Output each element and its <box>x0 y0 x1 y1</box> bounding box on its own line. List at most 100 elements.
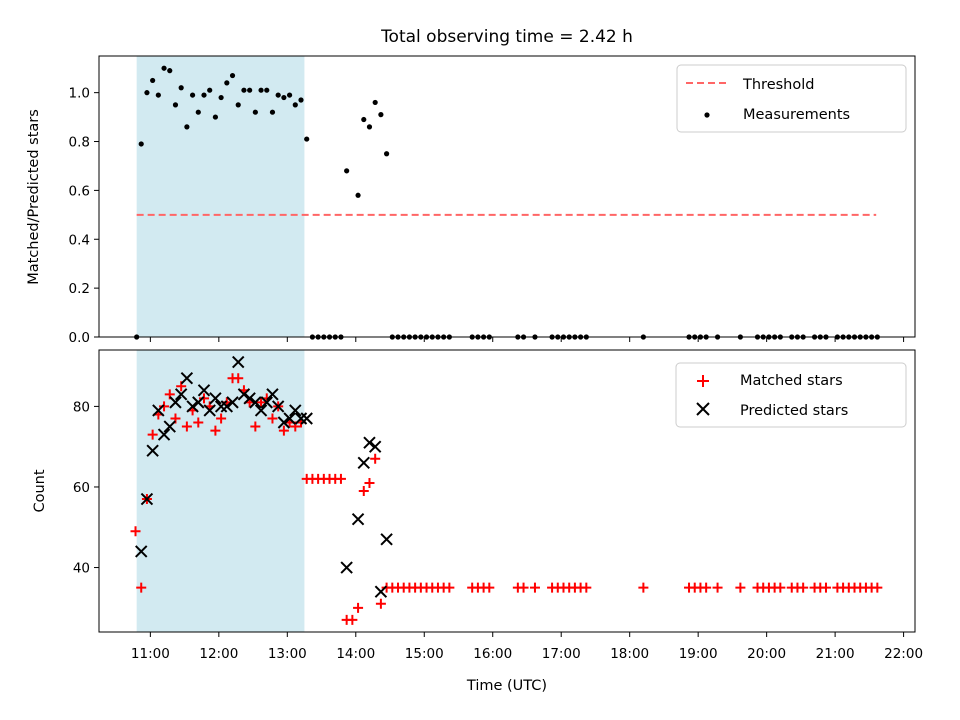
measurement-point <box>144 90 150 96</box>
measurement-point <box>292 102 298 108</box>
predicted-star-point <box>249 396 262 409</box>
matched-star-point <box>820 582 831 593</box>
bottom-legend-box <box>675 362 907 428</box>
predicted-legend-label: Predicted stars <box>740 403 848 419</box>
top-y-tick-label: 0.2 <box>69 281 90 297</box>
measurement-point <box>304 136 310 142</box>
x-tick-label: 17:00 <box>542 646 581 662</box>
measurement-point <box>344 168 350 174</box>
matched-star-point <box>638 582 649 593</box>
measurement-point <box>218 94 224 101</box>
predicted-star-point <box>294 412 308 425</box>
matched-star-point <box>250 421 261 432</box>
predicted-star-point <box>254 404 268 417</box>
measurement-point <box>372 99 378 106</box>
top-y-tick-label: 0.8 <box>69 135 90 151</box>
predicted-star-point <box>135 545 148 558</box>
predicted-star-point <box>340 561 353 574</box>
measurement-point <box>275 92 281 98</box>
measurement-point <box>281 94 287 101</box>
predicted-star-point <box>169 396 182 409</box>
predicted-star-point <box>232 355 245 369</box>
top-highlight-layer <box>136 56 305 337</box>
matched-star-point <box>216 413 227 424</box>
predicted-star-point <box>209 392 222 405</box>
measurement-point <box>172 102 179 108</box>
predicted-star-point <box>214 400 228 413</box>
predicted-star-point <box>220 400 234 413</box>
x-tick-label: 18:00 <box>610 646 649 662</box>
x-tick-label: 12:00 <box>199 646 238 662</box>
matched-star-point <box>375 598 386 609</box>
measurement-point <box>138 141 144 147</box>
predicted-star-point <box>237 388 251 401</box>
matched-star-point <box>233 373 244 384</box>
predicted-star-point <box>157 428 171 441</box>
predicted-star-point <box>368 440 382 453</box>
matched-star-point <box>581 582 592 593</box>
matched-star-point <box>136 582 147 593</box>
bottom-legend: Matched stars Predicted stars <box>675 362 907 428</box>
threshold-legend-label: Threshold <box>742 77 814 93</box>
bottom-y-axis-label: Count <box>32 469 48 512</box>
predicted-star-point <box>289 404 302 417</box>
matched-star-point <box>484 582 495 593</box>
measurement-point <box>224 80 230 86</box>
measurement-point <box>269 109 276 115</box>
predicted-star-point <box>260 396 273 409</box>
measurement-point <box>229 72 236 79</box>
predicted-star-point <box>374 585 388 598</box>
predicted-star-point <box>283 412 296 425</box>
predicted-star-point <box>271 400 285 413</box>
x-tick-label: 11:00 <box>131 646 170 662</box>
matched-star-point <box>735 582 746 593</box>
matched-star-point <box>529 582 540 593</box>
predicted-star-point <box>243 392 256 405</box>
measurement-point <box>355 192 361 198</box>
bottom-y-ticks: 40 60 80 <box>73 399 99 577</box>
measurement-point <box>184 124 190 130</box>
predicted-star-point <box>277 416 291 429</box>
x-tick-label: 13:00 <box>268 646 307 662</box>
measurement-point <box>161 65 167 71</box>
measurement-point <box>366 124 373 130</box>
top-y-tick-label: 0.4 <box>69 232 90 248</box>
measurement-point <box>207 87 213 93</box>
matched-star-point <box>335 473 346 484</box>
measurement-point <box>235 102 241 108</box>
matched-star-point <box>210 425 221 436</box>
x-tick-label: 19:00 <box>679 646 718 662</box>
predicted-star-point <box>146 444 159 457</box>
predicted-star-point <box>357 456 370 470</box>
bottom-x-ticks: 11:00 12:00 13:00 14:00 15:00 16:00 17:00 18:00… <box>131 632 923 662</box>
x-tick-label: 20:00 <box>747 646 786 662</box>
measurement-point <box>150 77 156 84</box>
top-legend: Threshold Measurements <box>676 64 907 133</box>
bottom-highlight-span <box>136 350 305 632</box>
matched-star-point <box>358 486 369 496</box>
predicted-star-point <box>203 404 216 417</box>
top-x-ticks <box>149 337 905 342</box>
matched-star-point <box>278 425 289 436</box>
top-plot-frame <box>98 55 916 338</box>
matched-star-point <box>198 393 209 404</box>
matched-star-point <box>444 582 455 593</box>
measurement-point <box>252 109 258 115</box>
predicted-star-point <box>152 404 165 417</box>
predicted-star-point <box>186 400 199 413</box>
predicted-star-point <box>163 420 176 433</box>
bottom-plot-frame <box>98 349 916 633</box>
top-highlight-span <box>136 56 305 337</box>
predicted-star-point <box>192 396 205 409</box>
matched-star-point <box>364 477 375 488</box>
predicted-star-point <box>363 436 376 449</box>
predicted-star-point <box>174 388 188 401</box>
x-tick-label: 21:00 <box>816 646 855 662</box>
top-y-tick-label: 0.6 <box>69 183 90 199</box>
top-y-tick-label: 1.0 <box>69 86 90 102</box>
x-tick-label: 15:00 <box>405 646 444 662</box>
matched-star-point <box>353 602 364 613</box>
measurement-point <box>201 92 207 98</box>
chart-title: Total observing time = 2.42 h <box>380 27 633 47</box>
